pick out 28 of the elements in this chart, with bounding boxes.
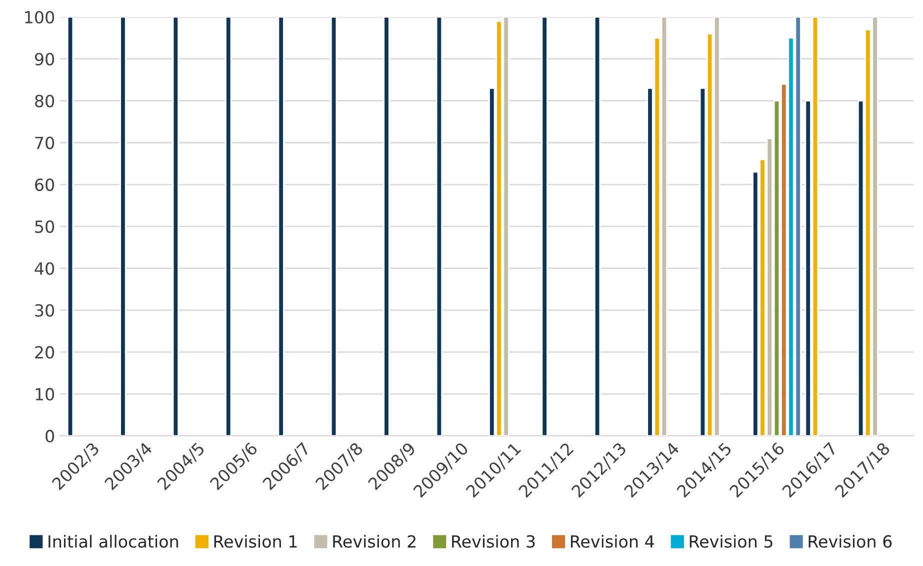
- y-tick-label: 0: [46, 430, 54, 442]
- y-tick-label: 30: [35, 304, 54, 317]
- bar: [66, 16, 74, 436]
- y-tick-label: 70: [35, 136, 54, 150]
- bar: [383, 16, 390, 436]
- y-tick-label: 60: [35, 178, 54, 192]
- y-tick-label: 100: [25, 10, 54, 24]
- bar: [278, 16, 284, 436]
- legend-label: Revision 5: [690, 534, 772, 548]
- bar: [541, 16, 548, 436]
- bar: [120, 16, 126, 436]
- y-tick-label: 90: [34, 52, 54, 66]
- y-tick-label: 20: [35, 346, 54, 359]
- bar: [436, 16, 443, 436]
- legend-label: Initial allocation: [48, 534, 178, 548]
- y-tick-label: 10: [36, 388, 54, 401]
- bar: [594, 16, 601, 436]
- y-tick-label: 50: [35, 220, 54, 233]
- legend-label: Revision 2: [333, 534, 416, 548]
- legend-label: Revision 6: [808, 534, 892, 548]
- y-tick-label: 40: [34, 262, 54, 275]
- bar: [330, 16, 338, 436]
- bar: [225, 16, 232, 436]
- legend-label: Revision 4: [570, 534, 654, 548]
- legend-label: Revision 3: [452, 534, 535, 548]
- y-tick-label: 80: [35, 94, 54, 108]
- bar: [172, 16, 180, 436]
- legend-label: Revision 1: [214, 534, 297, 548]
